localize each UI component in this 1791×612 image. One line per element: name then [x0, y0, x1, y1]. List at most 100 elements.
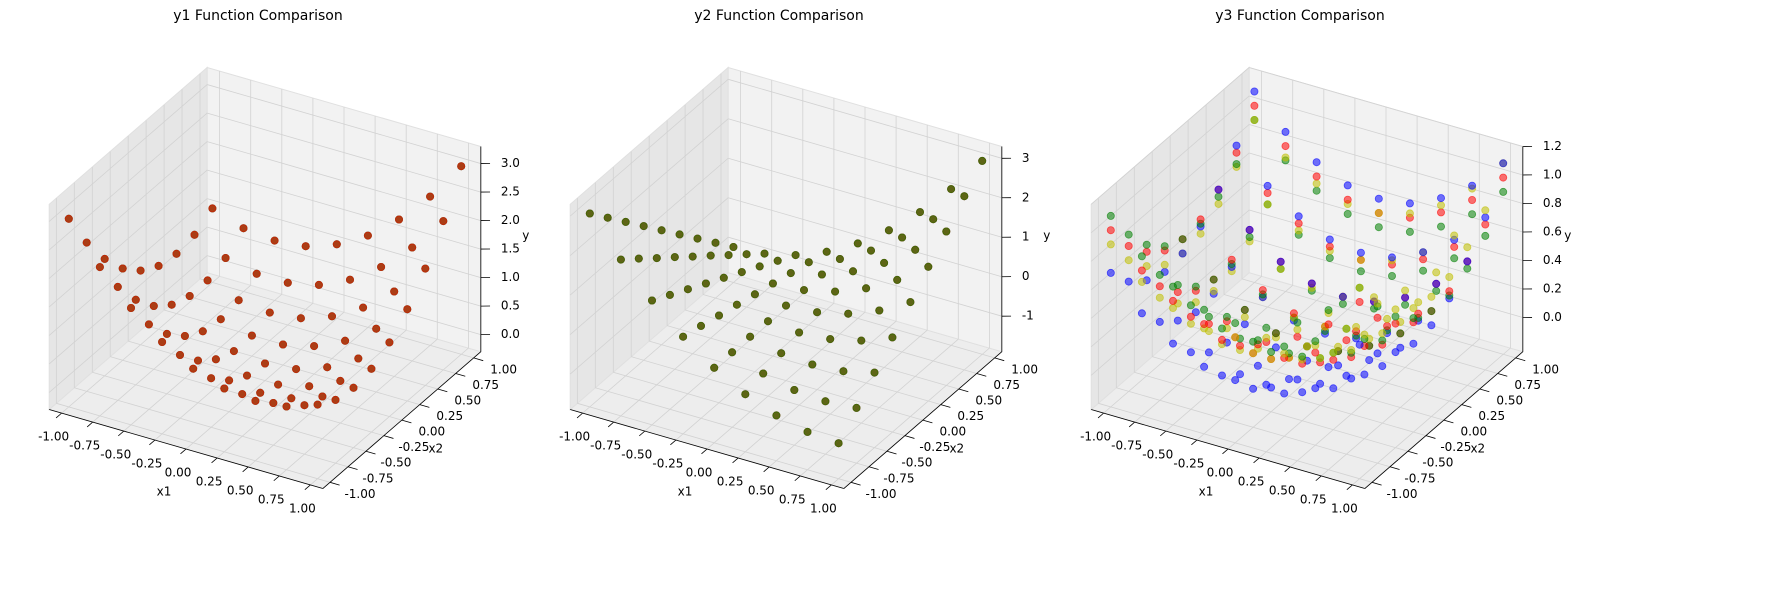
data-point — [585, 209, 594, 218]
data-point — [768, 279, 777, 288]
grid-line — [728, 78, 1002, 159]
x1-tick-label: 0.50 — [227, 483, 254, 497]
tick-mark — [1461, 404, 1472, 408]
data-point — [942, 227, 951, 236]
x2-tick-label: 0.00 — [939, 425, 966, 439]
data-point — [929, 215, 938, 224]
data-point — [639, 222, 648, 231]
data-point — [247, 331, 256, 340]
data-point — [1214, 185, 1223, 194]
grid-line — [146, 325, 420, 405]
data-point — [1342, 371, 1351, 380]
data-point — [1338, 292, 1347, 301]
data-point — [657, 226, 666, 235]
data-point — [1468, 181, 1477, 190]
grid-line — [728, 157, 1002, 238]
data-point — [1281, 142, 1290, 151]
data-point — [652, 254, 661, 263]
x2-tick-label: -1.00 — [344, 487, 375, 501]
data-point — [1160, 260, 1169, 269]
data-point — [782, 301, 791, 310]
data-point — [1245, 225, 1254, 234]
data-point — [1169, 296, 1178, 305]
y-tick-label: 1.5 — [501, 242, 520, 256]
data-point — [732, 300, 741, 309]
data-point — [1409, 314, 1418, 323]
tick-mark — [1346, 484, 1353, 491]
grid-line — [1090, 181, 1250, 319]
data-point — [1463, 257, 1472, 266]
data-point — [1463, 264, 1472, 273]
grid-line — [569, 79, 729, 217]
data-point — [1173, 316, 1182, 325]
x2-tick-label: -0.25 — [919, 440, 950, 454]
y-tick-label: 2 — [1022, 190, 1030, 204]
data-point — [1370, 293, 1379, 302]
data-point — [1124, 241, 1133, 250]
data-point — [1214, 192, 1223, 201]
data-point — [180, 331, 189, 340]
tick-mark — [670, 439, 677, 446]
data-point — [1378, 329, 1387, 338]
tick-mark — [732, 457, 739, 464]
x2-tick-label: 0.00 — [1460, 425, 1487, 439]
data-point — [760, 249, 769, 258]
tick-mark — [1128, 421, 1135, 428]
x2-tick-label: -0.75 — [362, 471, 393, 485]
data-point — [349, 383, 358, 392]
x2-tick-label: 0.75 — [472, 378, 499, 392]
x2-tick-label: 0.25 — [436, 409, 463, 423]
grid-line — [74, 387, 349, 468]
panel: -1.00-0.75-0.50-0.250.000.250.500.751.00… — [38, 8, 529, 515]
data-point — [1267, 354, 1276, 363]
data-point — [790, 385, 799, 394]
x1-tick-label: -0.50 — [1142, 448, 1173, 462]
data-point — [1137, 277, 1146, 286]
y-tick-label: 2.5 — [501, 185, 520, 199]
tick-mark — [1222, 448, 1229, 455]
chart-title: y1 Function Comparison — [173, 8, 342, 24]
data-point — [853, 239, 862, 248]
tick-mark — [607, 421, 614, 428]
data-point — [1169, 339, 1178, 348]
tick-mark — [365, 450, 376, 455]
x1-tick-label: -0.25 — [652, 457, 683, 471]
x2-tick-label: -1.00 — [865, 487, 896, 501]
data-point — [1334, 361, 1343, 370]
data-point — [296, 314, 305, 323]
data-point — [1294, 212, 1303, 221]
data-point — [332, 240, 341, 249]
panel: -1.00-0.75-0.50-0.250.000.250.500.751.00… — [559, 8, 1050, 515]
data-point — [234, 296, 243, 305]
x1-tick-label: 0.00 — [686, 466, 713, 480]
x2-tick-label: -0.25 — [398, 440, 429, 454]
data-point — [1200, 320, 1209, 329]
tick-mark — [86, 421, 93, 428]
x1-tick-label: 0.25 — [717, 475, 744, 489]
data-point — [1481, 213, 1490, 222]
data-point — [1347, 345, 1356, 354]
data-point — [826, 335, 835, 344]
grid-line — [728, 197, 1002, 278]
data-point — [1232, 160, 1241, 169]
data-point — [300, 401, 309, 410]
data-point — [363, 231, 372, 240]
grid-line — [48, 255, 208, 393]
data-point — [862, 284, 871, 293]
tick-mark — [473, 357, 484, 362]
data-point — [1186, 319, 1195, 328]
data-point — [1155, 282, 1164, 291]
data-point — [1263, 200, 1272, 209]
grid-line — [48, 84, 208, 222]
data-point — [1324, 363, 1333, 372]
x1-tick-label: 0.25 — [1238, 475, 1265, 489]
data-point — [260, 359, 269, 368]
x1-tick-label: 1.00 — [289, 501, 316, 515]
data-point — [377, 262, 386, 271]
x1-tick-label: 1.00 — [810, 501, 837, 515]
data-point — [1293, 325, 1302, 334]
data-point — [1409, 304, 1418, 313]
grid-line — [163, 309, 438, 390]
data-point — [1240, 313, 1249, 322]
x1-tick-label: -0.75 — [69, 439, 100, 453]
